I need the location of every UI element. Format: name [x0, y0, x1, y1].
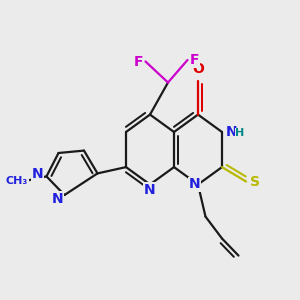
Text: N: N	[226, 125, 237, 139]
Text: N: N	[144, 183, 156, 197]
Text: CH₃: CH₃	[6, 176, 28, 187]
Text: F: F	[190, 53, 200, 67]
Text: H: H	[236, 128, 245, 139]
Text: N: N	[32, 167, 44, 181]
Text: N: N	[189, 178, 200, 191]
Text: O: O	[192, 61, 204, 76]
Text: S: S	[250, 175, 260, 188]
Text: F: F	[134, 55, 143, 68]
Text: N: N	[51, 192, 63, 206]
